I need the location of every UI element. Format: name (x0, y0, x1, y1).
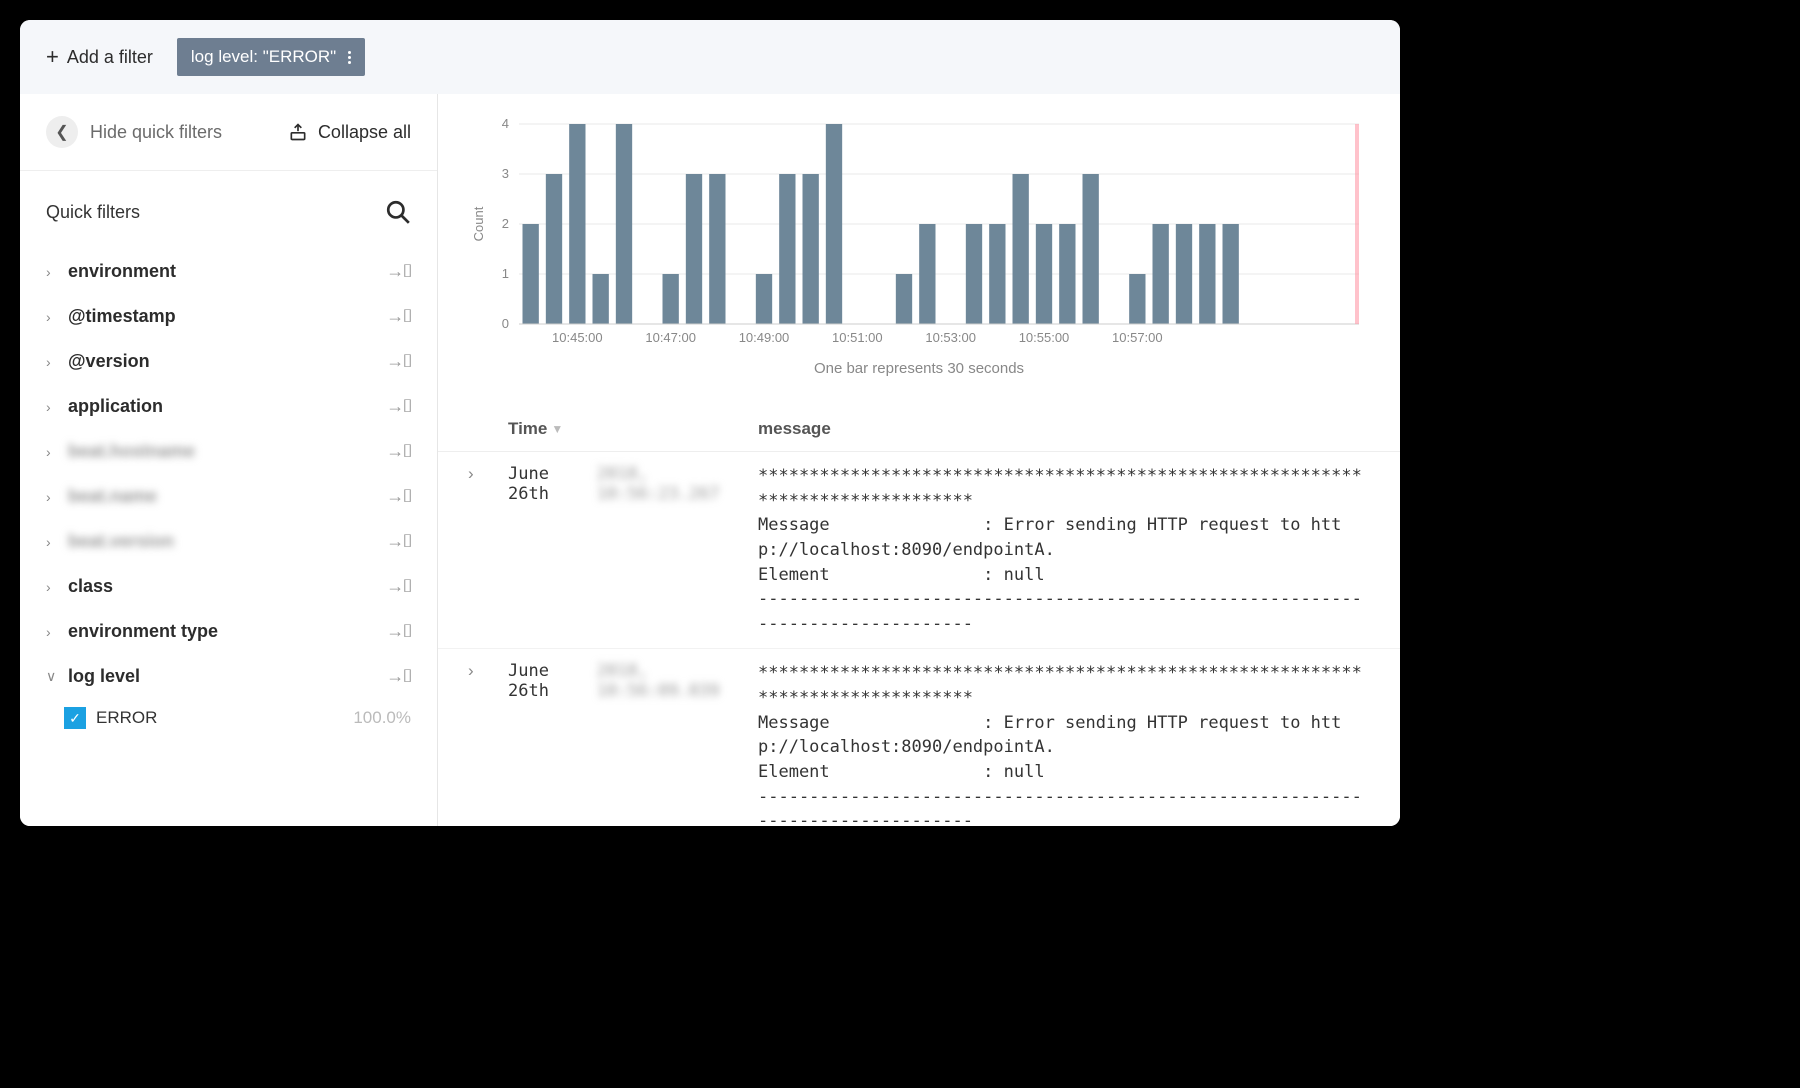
add-filter-button[interactable]: + Add a filter (46, 44, 153, 70)
svg-text:10:55:00: 10:55:00 (1019, 330, 1070, 345)
quick-filter-item[interactable]: › application →⌷ (20, 384, 437, 429)
quick-filter-name: beat.version (68, 531, 174, 552)
chevron-right-icon: › (46, 264, 58, 280)
chevron-right-icon: › (46, 444, 58, 460)
quick-filter-item[interactable]: › environment →⌷ (20, 249, 437, 294)
checkbox-checked-icon[interactable]: ✓ (64, 707, 86, 729)
sidebar: ❮ Hide quick filters Collapse all Quick … (20, 94, 438, 826)
filter-pill-label: log level: "ERROR" (191, 47, 336, 67)
quick-filter-value[interactable]: ✓ ERROR 100.0% (20, 699, 437, 737)
chart-area: 0 1 2 3 4 Count 10:45:00 10:47:00 10:49:00 10:51:… (438, 94, 1400, 387)
chevron-right-icon: › (46, 354, 58, 370)
quick-filters-title: Quick filters (46, 202, 140, 223)
plus-icon: + (46, 44, 59, 70)
chevron-down-icon: ∨ (46, 668, 58, 685)
log-table: Time ▼ message ›June 26th2018, 10:56:23.… (438, 387, 1400, 826)
svg-text:10:49:00: 10:49:00 (739, 330, 790, 345)
chevron-left-icon: ❮ (46, 116, 78, 148)
quick-filter-name: log level (68, 666, 140, 687)
quick-filter-name: environment type (68, 621, 218, 642)
pin-icon[interactable]: →⌷ (386, 621, 411, 642)
quick-filter-name: @timestamp (68, 306, 176, 327)
chevron-right-icon: › (46, 579, 58, 595)
expand-row-icon[interactable]: › (468, 661, 508, 681)
kebab-icon[interactable] (348, 51, 351, 64)
quick-filter-item[interactable]: › class →⌷ (20, 564, 437, 609)
pin-icon[interactable]: →⌷ (386, 531, 411, 552)
chevron-right-icon: › (46, 489, 58, 505)
chevron-right-icon: › (46, 309, 58, 325)
table-row[interactable]: ›June 26th2018, 10:56:23.267************… (438, 452, 1400, 649)
quick-filter-item[interactable]: › @version →⌷ (20, 339, 437, 384)
sidebar-top: ❮ Hide quick filters Collapse all (20, 94, 437, 171)
quick-filters-header: Quick filters (20, 171, 437, 249)
count-histogram[interactable]: 0 1 2 3 4 Count 10:45:00 10:47:00 10:49:00 10:51:… (468, 114, 1370, 354)
collapse-all-button[interactable]: Collapse all (288, 122, 411, 143)
quick-filter-item[interactable]: › environment type →⌷ (20, 609, 437, 654)
svg-text:2: 2 (502, 216, 509, 231)
quick-filter-item[interactable]: › beat.version →⌷ (20, 519, 437, 564)
svg-text:4: 4 (502, 116, 509, 131)
th-expand (468, 419, 508, 439)
quick-filter-name: environment (68, 261, 176, 282)
quick-filter-item[interactable]: › beat.hostname →⌷ (20, 429, 437, 474)
th-time[interactable]: Time ▼ (508, 419, 758, 439)
quick-filter-value-pct: 100.0% (353, 708, 411, 728)
svg-text:0: 0 (502, 316, 509, 331)
cell-message: ****************************************… (758, 464, 1370, 636)
chevron-right-icon: › (46, 624, 58, 640)
th-message[interactable]: message (758, 419, 1370, 439)
svg-text:10:53:00: 10:53:00 (925, 330, 976, 345)
pin-icon[interactable]: →⌷ (386, 351, 411, 372)
cell-message: ****************************************… (758, 661, 1370, 826)
pin-icon[interactable]: →⌷ (386, 396, 411, 417)
sort-desc-icon: ▼ (551, 422, 563, 436)
svg-text:10:47:00: 10:47:00 (645, 330, 696, 345)
body: ❮ Hide quick filters Collapse all Quick … (20, 94, 1400, 826)
collapse-all-label: Collapse all (318, 122, 411, 143)
hide-quick-filters-button[interactable]: ❮ Hide quick filters (46, 116, 222, 148)
quick-filter-name: class (68, 576, 113, 597)
hide-quick-filters-label: Hide quick filters (90, 122, 222, 143)
quick-filter-item[interactable]: › @timestamp →⌷ (20, 294, 437, 339)
svg-text:3: 3 (502, 166, 509, 181)
table-header: Time ▼ message (438, 407, 1400, 452)
main: 0 1 2 3 4 Count 10:45:00 10:47:00 10:49:00 10:51:… (438, 94, 1400, 826)
chart-caption: One bar represents 30 seconds (468, 360, 1370, 377)
pin-icon[interactable]: →⌷ (386, 576, 411, 597)
filter-pill-loglevel[interactable]: log level: "ERROR" (177, 38, 365, 76)
collapse-icon (288, 122, 308, 142)
quick-filter-value-label: ERROR (96, 708, 157, 728)
quick-filter-item[interactable]: ∨ log level →⌷ (20, 654, 437, 699)
chevron-right-icon: › (46, 399, 58, 415)
quick-filter-item[interactable]: › beat.name →⌷ (20, 474, 437, 519)
pin-icon[interactable]: →⌷ (386, 486, 411, 507)
app-frame: + Add a filter log level: "ERROR" ❮ Hide… (20, 20, 1400, 826)
pin-icon[interactable]: →⌷ (386, 306, 411, 327)
search-icon[interactable] (385, 199, 411, 225)
table-body: ›June 26th2018, 10:56:23.267************… (438, 452, 1400, 826)
svg-text:10:45:00: 10:45:00 (552, 330, 603, 345)
pin-icon[interactable]: →⌷ (386, 666, 411, 687)
table-row[interactable]: ›June 26th2018, 10:56:09.039************… (438, 649, 1400, 826)
filter-bar: + Add a filter log level: "ERROR" (20, 20, 1400, 94)
quick-filters-list: › environment →⌷ › @timestamp →⌷ › @version →⌷ › a… (20, 249, 437, 826)
svg-text:10:57:00: 10:57:00 (1112, 330, 1163, 345)
svg-text:Count: Count (471, 206, 486, 241)
quick-filter-name: beat.hostname (68, 441, 195, 462)
chevron-right-icon: › (46, 534, 58, 550)
cell-time: June 26th2018, 10:56:09.039 (508, 661, 758, 701)
quick-filter-name: beat.name (68, 486, 157, 507)
quick-filter-name: application (68, 396, 163, 417)
pin-icon[interactable]: →⌷ (386, 261, 411, 282)
expand-row-icon[interactable]: › (468, 464, 508, 484)
svg-text:1: 1 (502, 266, 509, 281)
add-filter-label: Add a filter (67, 47, 153, 68)
cell-time: June 26th2018, 10:56:23.267 (508, 464, 758, 504)
quick-filter-name: @version (68, 351, 150, 372)
svg-text:10:51:00: 10:51:00 (832, 330, 883, 345)
pin-icon[interactable]: →⌷ (386, 441, 411, 462)
